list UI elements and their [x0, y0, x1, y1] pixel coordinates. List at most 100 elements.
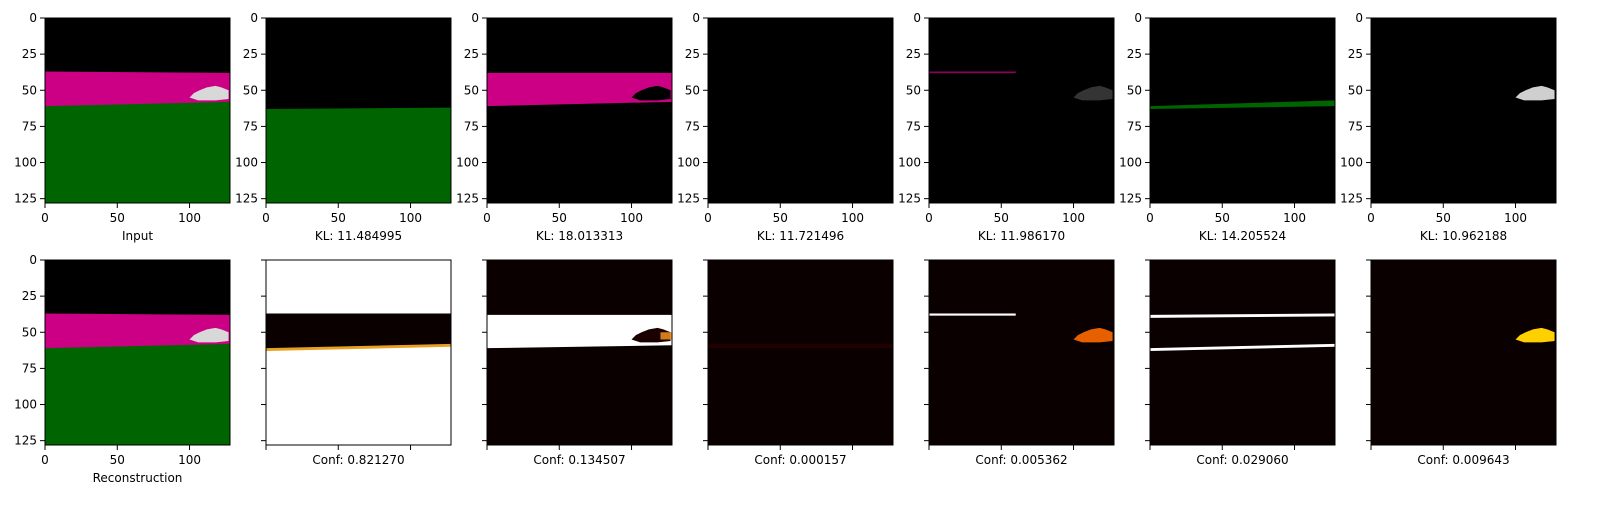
x-tick-label: 50: [110, 453, 125, 467]
image-content: [929, 260, 1114, 445]
panel-label: Input: [122, 229, 153, 243]
ground-region: [45, 101, 230, 203]
panel-frame: [44, 259, 231, 446]
panel-label: KL: 11.721496: [757, 229, 844, 243]
image-content: [1371, 260, 1556, 445]
edge-glow: [266, 343, 451, 352]
background: [929, 18, 1114, 203]
y-tick-label: 25: [464, 47, 479, 61]
top-panel-1: 0 50 100 0 25 50 75 100 125 Input: [14, 11, 231, 243]
panel-label: Conf: 0.005362: [975, 453, 1067, 467]
panel-frame: [1149, 259, 1336, 446]
background: [1150, 18, 1335, 203]
ground-region: [45, 343, 230, 445]
background: [929, 260, 1114, 445]
panel-frame: [1149, 17, 1336, 204]
hot-line: [929, 313, 1016, 316]
panel-label: KL: 11.484995: [315, 229, 402, 243]
panel-label: KL: 11.986170: [978, 229, 1065, 243]
x-tick-label: 100: [620, 211, 643, 225]
image-content: [1371, 18, 1556, 203]
y-tick-label: 50: [22, 83, 37, 97]
y-tick-label: 100: [677, 156, 700, 170]
road-region: [45, 313, 230, 350]
hot-car: [1515, 327, 1555, 343]
y-tick-label: 125: [898, 192, 921, 206]
x-tick-label: 0: [1367, 211, 1375, 225]
top-panel-5: 0 50 100 0 25 50 75 100 125 KL: 11.986170: [898, 11, 1115, 243]
y-tick-label: 25: [1127, 47, 1142, 61]
bottom-panel-7: Conf: 0.009643: [1366, 259, 1557, 467]
x-tick-label: 0: [41, 211, 49, 225]
background: [487, 18, 672, 203]
y-tick-label: 75: [1127, 119, 1142, 133]
y-tick-label: 125: [677, 192, 700, 206]
panel-label: KL: 10.962188: [1420, 229, 1507, 243]
y-tick-label: 0: [29, 253, 37, 267]
background: [487, 260, 672, 445]
panel-label: KL: 14.205524: [1199, 229, 1286, 243]
bottom-panel-5: Conf: 0.005362: [924, 259, 1115, 467]
y-tick-label: 50: [906, 83, 921, 97]
y-tick-label: 25: [685, 47, 700, 61]
panel-frame: [707, 259, 894, 446]
image-content: [1150, 260, 1335, 445]
x-tick-label: 0: [483, 211, 491, 225]
road-region: [487, 72, 672, 107]
bottom-edge: [1150, 343, 1335, 352]
top-panel-4: 0 50 100 0 25 50 75 100 125 KL: 11.721496: [677, 11, 894, 243]
image-content: [45, 18, 230, 203]
y-tick-label: 50: [464, 83, 479, 97]
dark-band: [266, 313, 451, 350]
y-tick-label: 25: [22, 47, 37, 61]
image-content: [708, 260, 893, 445]
background: [1371, 260, 1556, 445]
image-content: [487, 18, 672, 203]
y-tick-label: 100: [14, 156, 37, 170]
y-tick-label: 25: [22, 289, 37, 303]
y-tick-label: 125: [1340, 192, 1363, 206]
hot-car: [1073, 327, 1113, 343]
y-tick-label: 75: [906, 119, 921, 133]
bright-band: [487, 314, 672, 349]
y-tick-label: 0: [913, 11, 921, 25]
faint-line: [929, 71, 1016, 74]
bottom-panel-1: 0 50 100 0 25 50 75 100 125 Reconstruction: [14, 253, 231, 485]
y-tick-label: 50: [685, 83, 700, 97]
faint-car: [1073, 85, 1113, 101]
top-panel-6: 0 50 100 0 25 50 75 100 125 KL: 14.205524: [1119, 11, 1336, 243]
car: [1515, 85, 1555, 101]
x-tick-label: 100: [178, 211, 201, 225]
y-tick-label: 75: [22, 361, 37, 375]
image-content: [266, 18, 451, 203]
y-tick-label: 125: [1119, 192, 1142, 206]
car: [189, 85, 229, 101]
y-tick-label: 25: [906, 47, 921, 61]
background: [708, 18, 893, 203]
x-tick-label: 50: [552, 211, 567, 225]
y-tick-label: 0: [250, 11, 258, 25]
panel-label: Reconstruction: [93, 471, 183, 485]
y-tick-label: 125: [14, 192, 37, 206]
y-tick-label: 75: [22, 119, 37, 133]
y-tick-label: 100: [1340, 156, 1363, 170]
panel-frame: [707, 17, 894, 204]
x-tick-label: 50: [994, 211, 1009, 225]
y-tick-label: 100: [1119, 156, 1142, 170]
image-content: [487, 260, 672, 445]
x-tick-label: 0: [41, 453, 49, 467]
x-tick-label: 100: [1062, 211, 1085, 225]
car: [189, 327, 229, 343]
y-tick-label: 100: [14, 398, 37, 412]
y-tick-label: 0: [29, 11, 37, 25]
ground-region: [266, 107, 451, 203]
x-tick-label: 50: [773, 211, 788, 225]
panel-label: KL: 18.013313: [536, 229, 623, 243]
y-tick-label: 100: [235, 156, 258, 170]
panel-label: Conf: 0.029060: [1196, 453, 1288, 467]
y-tick-label: 25: [243, 47, 258, 61]
image-content: [45, 260, 230, 445]
panel-frame: [928, 259, 1115, 446]
background: [708, 260, 893, 445]
x-tick-label: 100: [399, 211, 422, 225]
